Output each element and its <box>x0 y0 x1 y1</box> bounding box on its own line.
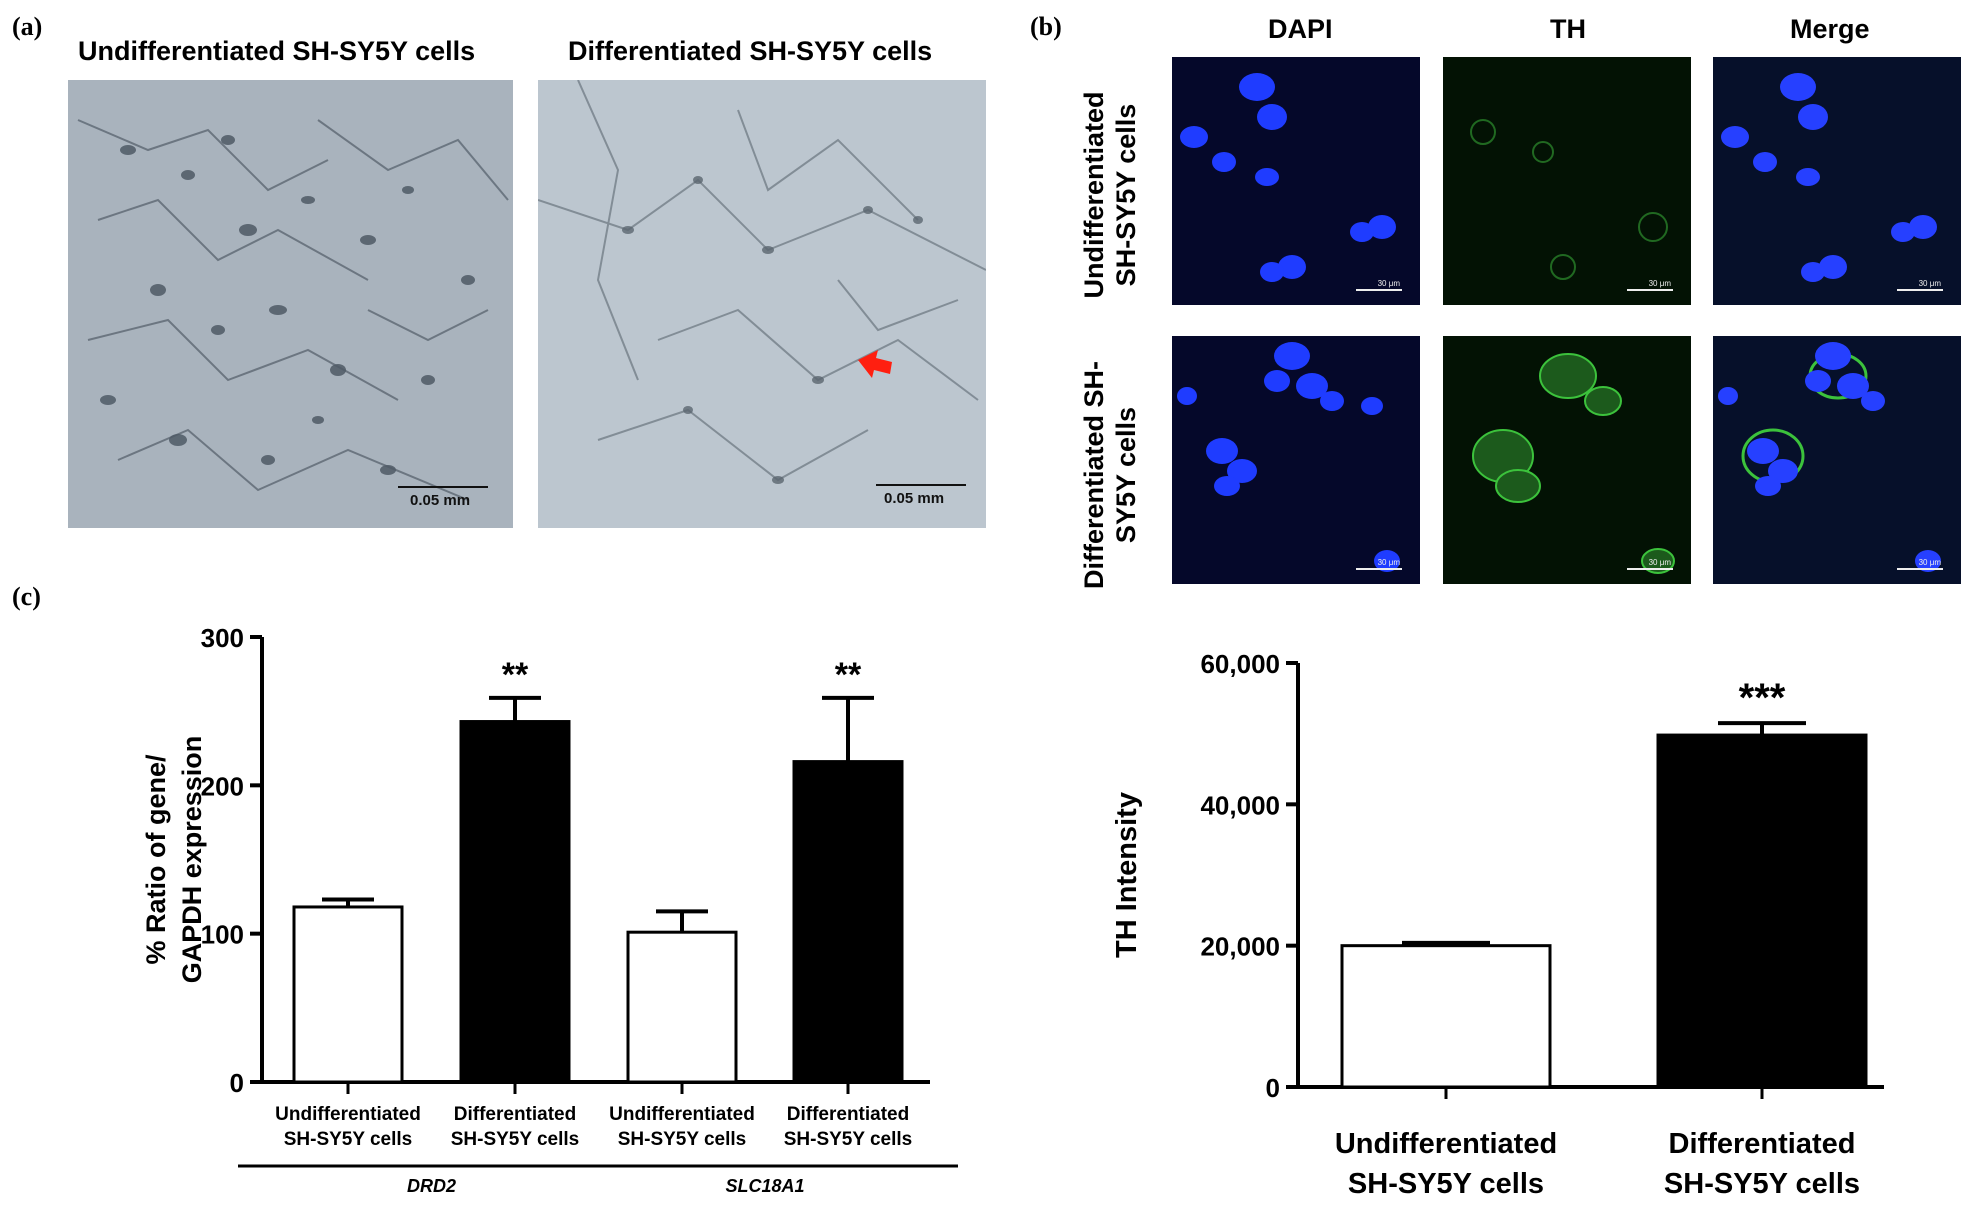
gene-expression-chart: 0 100 200 300 % Ratio of gene/GAPDH expressi… <box>141 623 958 1196</box>
category-label-line1: Differentiated <box>1669 1128 1856 1160</box>
scale-text: 30 μm <box>1648 279 1671 288</box>
row-label-differentiated-text: Differentiated SH-SY5Y cells <box>1079 360 1141 590</box>
category-label-line1: Differentiated <box>787 1104 909 1125</box>
scale-bar-right <box>876 484 966 486</box>
row-label-undifferentiated-text: Undifferentiated SH-SY5Y cells <box>1079 91 1141 299</box>
column-label-th: TH <box>1550 14 1586 44</box>
y-tick-label: 200 <box>201 771 244 801</box>
scale-text: 30 μm <box>1918 558 1941 567</box>
y-tick-label: 100 <box>201 920 244 950</box>
merge-differentiated-image: 30 μm <box>1713 336 1961 584</box>
y-tick-label: 40,000 <box>1200 790 1280 820</box>
scale-bar <box>1897 289 1943 291</box>
merge-undifferentiated-image: 30 μm <box>1713 57 1961 305</box>
significance-label: ** <box>502 656 529 694</box>
scale-text: 30 μm <box>1648 558 1671 567</box>
category-label-line2: SH-SY5Y cells <box>284 1129 413 1150</box>
y-tick-label: 0 <box>230 1068 244 1098</box>
bar <box>292 905 404 1084</box>
panel-b-label: (b) <box>1030 12 1062 41</box>
scale-bar <box>1356 568 1402 570</box>
category-label-line2: SH-SY5Y cells <box>1348 1168 1544 1200</box>
bar <box>1340 944 1552 1089</box>
category-label-line1: Undifferentiated <box>609 1104 755 1125</box>
micrograph-undifferentiated <box>68 80 513 528</box>
category-label-line2: SH-SY5Y cells <box>1664 1168 1860 1200</box>
group-label: DRD2 <box>407 1176 456 1196</box>
scale-bar <box>1627 568 1673 570</box>
scale-bar <box>1356 289 1402 291</box>
bar <box>1656 733 1868 1089</box>
column-label-merge: Merge <box>1790 14 1870 44</box>
y-tick-label: 0 <box>1266 1073 1280 1103</box>
y-tick-label: 60,000 <box>1200 649 1280 679</box>
category-label-line1: Differentiated <box>454 1104 576 1125</box>
category-label-line2: SH-SY5Y cells <box>784 1129 913 1150</box>
scale-text: 30 μm <box>1918 279 1941 288</box>
th-undifferentiated-image: 30 μm <box>1443 57 1691 305</box>
panel-a-label: (a) <box>12 12 43 41</box>
category-label-line1: Undifferentiated <box>275 1104 421 1125</box>
y-axis-label-text: TH Intensity <box>1111 792 1143 958</box>
y-axis-label: % Ratio of gene/GAPDH expression <box>141 736 207 984</box>
category-label-line2: SH-SY5Y cells <box>451 1129 580 1150</box>
y-axis-label-line1: % Ratio of gene/ <box>141 754 171 965</box>
scale-bar <box>1627 289 1673 291</box>
panel-c-label: (c) <box>12 582 41 611</box>
scale-text: 30 μm <box>1377 279 1400 288</box>
scale-bar <box>1897 568 1943 570</box>
column-label-dapi: DAPI <box>1268 14 1333 44</box>
category-label-line1: Undifferentiated <box>1335 1128 1557 1160</box>
significance-label: ** <box>835 656 862 694</box>
scale-label-right: 0.05 mm <box>884 490 945 507</box>
y-axis-label-line2: GAPDH expression <box>177 736 207 984</box>
row-label-undifferentiated: Undifferentiated SH-SY5Y cells <box>1078 70 1142 320</box>
dapi-undifferentiated-image: 30 μm <box>1172 57 1420 305</box>
micrograph-differentiated <box>538 80 986 528</box>
th-differentiated-image: 30 μm <box>1443 336 1691 584</box>
significance-label: *** <box>1739 676 1786 720</box>
panel-a-left-title: Undifferentiated SH-SY5Y cells <box>78 36 476 66</box>
bar <box>792 760 904 1084</box>
y-tick-label: 20,000 <box>1200 932 1280 962</box>
scale-label-left: 0.05 mm <box>410 492 471 509</box>
dapi-differentiated-image: 30 μm <box>1172 336 1420 584</box>
scale-text: 30 μm <box>1377 558 1400 567</box>
bar <box>459 720 571 1084</box>
group-label: SLC18A1 <box>725 1176 804 1196</box>
th-intensity-chart: 0 20,000 40,000 60,000 TH Intensity Undiffere… <box>1111 649 1884 1200</box>
y-axis-label: TH Intensity <box>1111 792 1143 958</box>
bar <box>626 930 738 1084</box>
row-label-differentiated: Differentiated SH-SY5Y cells <box>1078 350 1142 600</box>
scale-bar-left <box>398 486 488 488</box>
category-label-line2: SH-SY5Y cells <box>618 1129 747 1150</box>
y-tick-label: 300 <box>201 623 244 653</box>
panel-a-right-title: Differentiated SH-SY5Y cells <box>568 36 933 66</box>
